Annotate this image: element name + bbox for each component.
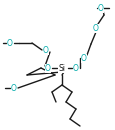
Text: O: O (45, 63, 50, 73)
Text: O: O (7, 38, 13, 47)
Text: O: O (92, 24, 98, 32)
Text: Si: Si (58, 63, 65, 73)
Text: O: O (97, 4, 103, 12)
Text: O: O (72, 63, 78, 73)
Text: O: O (80, 54, 86, 63)
Text: O: O (11, 83, 17, 93)
Text: O: O (43, 46, 49, 54)
